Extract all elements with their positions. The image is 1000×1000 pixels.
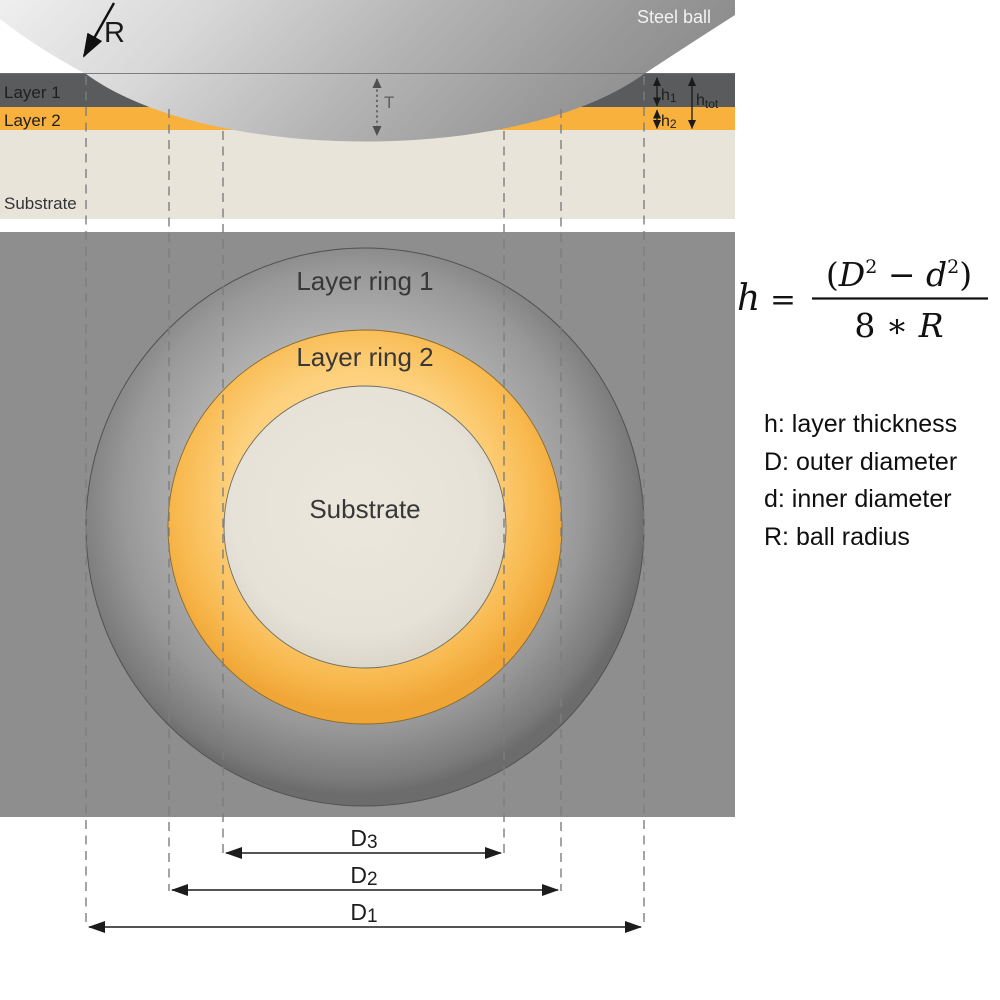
- substrate-band: [0, 130, 735, 219]
- legend-item-h: h: layer thickness: [764, 410, 957, 438]
- steel-ball-label: Steel ball: [637, 7, 711, 27]
- legend-panel: h: layer thickness D: outer diameter d: …: [764, 410, 957, 551]
- legend-item-d: d: inner diameter: [764, 485, 952, 513]
- top-view: Layer ring 1 Layer ring 2 Substrate: [0, 232, 735, 817]
- h1-label: h1: [661, 87, 677, 105]
- htot-label: htot: [696, 92, 719, 111]
- ball-radius-label: R: [104, 17, 125, 49]
- legend-item-D: D: outer diameter: [764, 448, 957, 476]
- cross-section-view: Steel ball R T Layer 1 Layer 2 Substrate…: [0, 0, 735, 219]
- layer-ring-2-label: Layer ring 2: [296, 342, 433, 372]
- substrate-circle-label: Substrate: [309, 494, 420, 524]
- formula-lhs: h =: [737, 278, 806, 319]
- ball-radius-arrow: [82, 2, 116, 58]
- formula-panel: h = (D2 − d2) 8 ∗ R: [737, 255, 988, 345]
- formula-denominator: 8 ∗ R: [854, 306, 943, 345]
- dashed-guides: [85, 76, 645, 928]
- steel-ball: [0, 0, 735, 142]
- d2-dimension-label: D2: [350, 862, 377, 890]
- d1-dimension-label: D1: [350, 899, 377, 927]
- legend-item-R: R: ball radius: [764, 523, 910, 551]
- substrate-circle: [223, 385, 507, 669]
- substrate-label: Substrate: [4, 194, 77, 213]
- crater-depth-label: T: [384, 93, 394, 112]
- dimension-annotations: D3 D2 D1: [88, 825, 642, 933]
- h2-label: h2: [661, 113, 677, 131]
- d3-dimension-label: D3: [350, 825, 377, 853]
- layer1-label: Layer 1: [4, 83, 61, 102]
- layer2-label: Layer 2: [4, 111, 61, 130]
- layer-ring-1-label: Layer ring 1: [296, 266, 433, 296]
- formula-numerator: (D2 − d2): [826, 255, 972, 294]
